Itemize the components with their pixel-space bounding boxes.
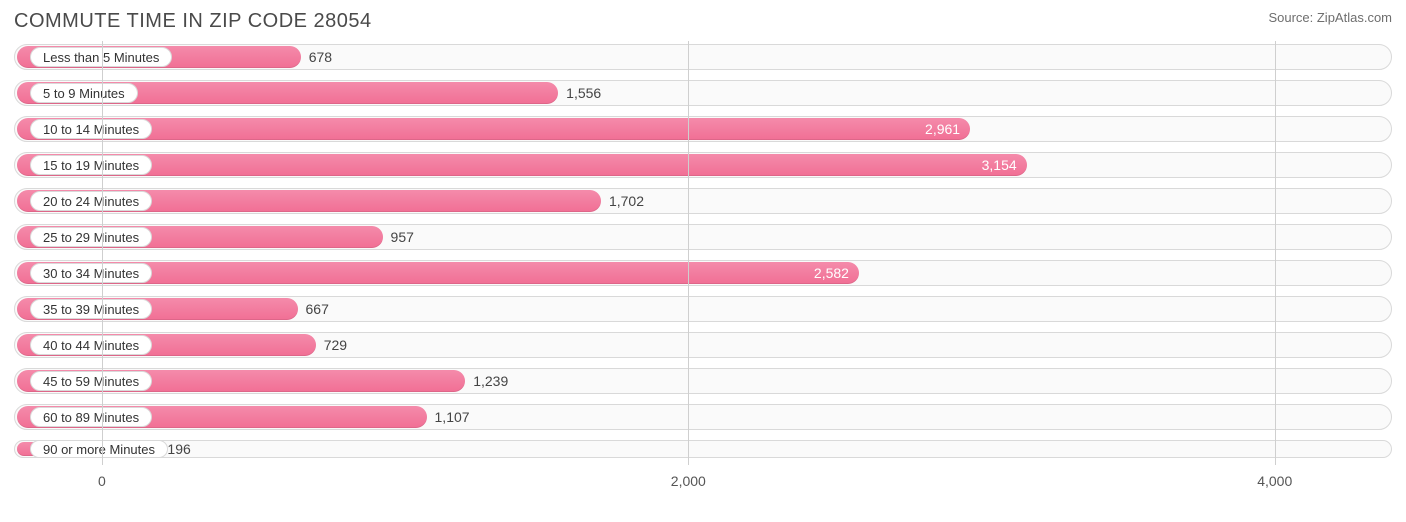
gridline (688, 41, 689, 465)
bar-row: 20 to 24 Minutes 1,702 (14, 185, 1392, 217)
bar-row: 5 to 9 Minutes 1,556 (14, 77, 1392, 109)
value-label: 1,107 (427, 401, 470, 433)
value-label: 196 (159, 437, 190, 461)
x-tick-label: 2,000 (671, 473, 706, 489)
category-pill: 40 to 44 Minutes (30, 335, 152, 355)
category-pill: 60 to 89 Minutes (30, 407, 152, 427)
bar-row: 90 or more Minutes196 (14, 437, 1392, 461)
bar-track (14, 440, 1392, 458)
chart-source: Source: ZipAtlas.com (1268, 10, 1392, 25)
bar-row: 60 to 89 Minutes 1,107 (14, 401, 1392, 433)
x-tick-label: 4,000 (1257, 473, 1292, 489)
value-label: 1,702 (601, 185, 644, 217)
category-pill: 20 to 24 Minutes (30, 191, 152, 211)
value-label: 2,582 (17, 257, 859, 289)
gridline (102, 41, 103, 465)
bar-row: 15 to 19 Minutes3,154 (14, 149, 1392, 181)
bar-row: Less than 5 Minutes678 (14, 41, 1392, 73)
gridline (1275, 41, 1276, 465)
value-label: 729 (316, 329, 347, 361)
value-label: 667 (298, 293, 329, 325)
category-pill: 90 or more Minutes (30, 440, 168, 458)
value-label: 678 (301, 41, 332, 73)
category-pill: 25 to 29 Minutes (30, 227, 152, 247)
value-label: 1,556 (558, 77, 601, 109)
bar-row: 45 to 59 Minutes 1,239 (14, 365, 1392, 397)
commute-time-bar-chart: Less than 5 Minutes678 5 to 9 Minutes 1,55… (14, 41, 1392, 465)
bar-row: 35 to 39 Minutes 667 (14, 293, 1392, 325)
value-label: 1,239 (465, 365, 508, 397)
x-tick-label: 0 (98, 473, 106, 489)
category-pill: 5 to 9 Minutes (30, 83, 138, 103)
category-pill: 45 to 59 Minutes (30, 371, 152, 391)
bar-row: 30 to 34 Minutes2,582 (14, 257, 1392, 289)
bar-row: 40 to 44 Minutes 729 (14, 329, 1392, 361)
bar-row: 10 to 14 Minutes2,961 (14, 113, 1392, 145)
value-label: 2,961 (17, 113, 970, 145)
value-label: 957 (383, 221, 414, 253)
x-axis: 0 2,000 4,000 (14, 467, 1392, 497)
category-pill: 35 to 39 Minutes (30, 299, 152, 319)
value-label: 3,154 (17, 149, 1027, 181)
bar-row: 25 to 29 Minutes 957 (14, 221, 1392, 253)
chart-title: COMMUTE TIME IN ZIP CODE 28054 (14, 10, 372, 33)
